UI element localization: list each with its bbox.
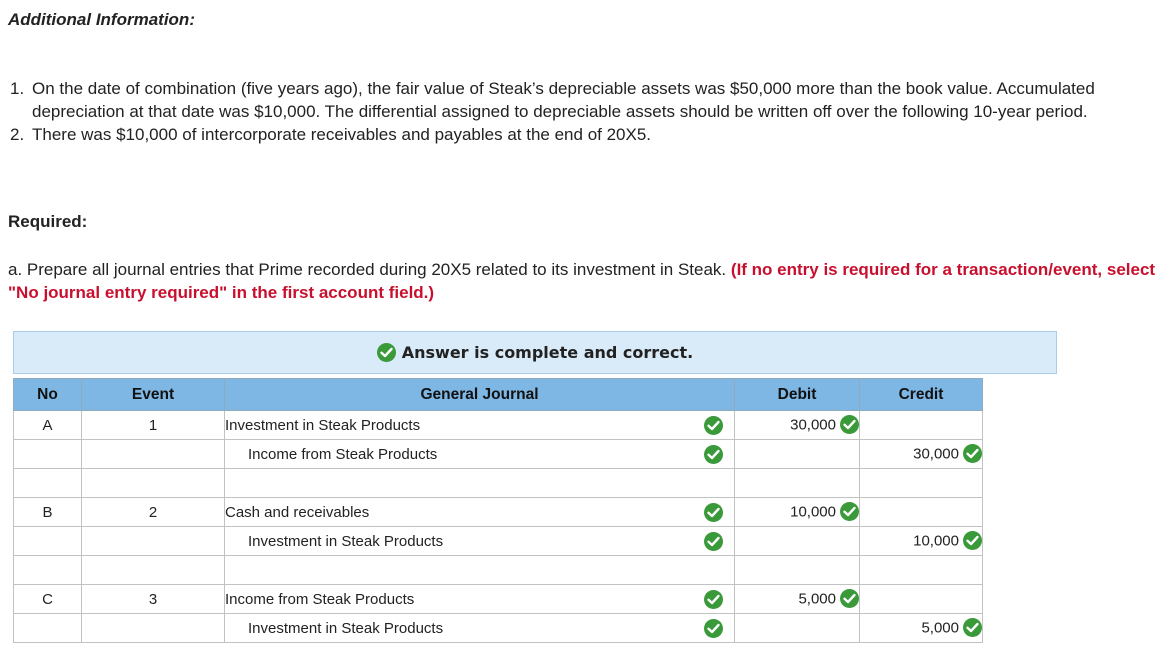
credit-amount: 5,000	[921, 618, 959, 636]
check-circle-icon	[704, 532, 723, 551]
credit-cell[interactable]	[859, 410, 983, 440]
check-circle-icon	[704, 619, 723, 638]
debit-amount: 5,000	[798, 589, 836, 607]
debit-cell[interactable]	[734, 439, 860, 469]
table-row: Investment in Steak Products 5,000	[13, 613, 983, 643]
credit-cell[interactable]	[859, 497, 983, 527]
info-item: 2. There was $10,000 of intercorporate r…	[10, 123, 1160, 146]
spacer-row	[13, 468, 983, 498]
info-list: 1. On the date of combination (five year…	[10, 77, 1160, 146]
credit-cell[interactable]: 10,000	[859, 526, 983, 556]
account-name: Income from Steak Products	[248, 445, 438, 463]
table-row: Investment in Steak Products 10,000	[13, 526, 983, 556]
account-cell[interactable]: Investment in Steak Products	[224, 526, 735, 556]
spacer-row	[13, 555, 983, 585]
col-header-event: Event	[81, 378, 225, 411]
check-circle-icon	[704, 590, 723, 609]
info-item-number: 2.	[10, 125, 25, 144]
account-name: Investment in Steak Products	[248, 532, 444, 550]
row-event: 2	[81, 497, 225, 527]
debit-cell[interactable]: 5,000	[734, 584, 860, 614]
row-event	[81, 439, 225, 469]
table-row: A 1 Investment in Steak Products 30,000	[13, 410, 983, 440]
table-row: C 3 Income from Steak Products 5,000	[13, 584, 983, 614]
answer-status-banner: Answer is complete and correct.	[13, 331, 1057, 374]
row-no: C	[13, 584, 82, 614]
check-circle-icon	[376, 343, 396, 362]
row-no	[13, 526, 82, 556]
credit-cell[interactable]: 30,000	[859, 439, 983, 469]
check-circle-icon	[963, 443, 982, 463]
debit-cell[interactable]	[734, 613, 860, 643]
account-cell[interactable]: Income from Steak Products	[224, 439, 735, 469]
answer-status-message: Answer is complete and correct.	[401, 343, 694, 362]
account-name: Investment in Steak Products	[225, 416, 421, 434]
row-event	[81, 526, 225, 556]
account-cell[interactable]: Investment in Steak Products	[224, 613, 735, 643]
account-name: Income from Steak Products	[225, 590, 415, 608]
table-header-row: No Event General Journal Debit Credit	[13, 378, 983, 411]
account-name: Cash and receivables	[225, 503, 370, 521]
credit-cell[interactable]	[859, 584, 983, 614]
table-row: B 2 Cash and receivables 10,000	[13, 497, 983, 527]
info-item-number: 1.	[10, 79, 25, 98]
col-header-general-journal: General Journal	[224, 378, 735, 411]
col-header-credit: Credit	[859, 378, 983, 411]
check-circle-icon	[963, 617, 982, 637]
row-event: 1	[81, 410, 225, 440]
row-event	[81, 613, 225, 643]
info-item-text: On the date of combination (five years a…	[32, 79, 1095, 121]
additional-info-heading: Additional Information:	[8, 10, 195, 29]
info-item-text: There was $10,000 of intercorporate rece…	[32, 125, 652, 144]
debit-amount: 10,000	[790, 502, 836, 520]
credit-amount: 30,000	[913, 444, 959, 462]
credit-cell[interactable]: 5,000	[859, 613, 983, 643]
debit-cell[interactable]	[734, 526, 860, 556]
debit-amount: 30,000	[790, 415, 836, 433]
table-row: Income from Steak Products 30,000	[13, 439, 983, 469]
check-circle-icon	[840, 501, 859, 521]
check-circle-icon	[840, 414, 859, 434]
journal-table: No Event General Journal Debit Credit A …	[13, 378, 983, 643]
debit-cell[interactable]: 30,000	[734, 410, 860, 440]
check-circle-icon	[963, 530, 982, 550]
row-no	[13, 613, 82, 643]
account-name: Investment in Steak Products	[248, 619, 444, 637]
row-no: A	[13, 410, 82, 440]
credit-amount: 10,000	[913, 531, 959, 549]
info-item: 1. On the date of combination (five year…	[10, 77, 1160, 123]
question-text: a. Prepare all journal entries that Prim…	[8, 258, 1158, 304]
row-no: B	[13, 497, 82, 527]
question-note: (If no entry is required for a transacti…	[8, 260, 1156, 302]
account-cell[interactable]: Investment in Steak Products	[224, 410, 735, 440]
account-cell[interactable]: Cash and receivables	[224, 497, 735, 527]
col-header-debit: Debit	[734, 378, 860, 411]
account-cell[interactable]: Income from Steak Products	[224, 584, 735, 614]
debit-cell[interactable]: 10,000	[734, 497, 860, 527]
check-circle-icon	[704, 503, 723, 522]
row-event: 3	[81, 584, 225, 614]
check-circle-icon	[704, 445, 723, 464]
row-no	[13, 439, 82, 469]
check-circle-icon	[840, 588, 859, 608]
required-heading: Required:	[8, 212, 88, 231]
check-circle-icon	[704, 416, 723, 435]
question-body: a. Prepare all journal entries that Prim…	[8, 260, 727, 279]
col-header-no: No	[13, 378, 82, 411]
